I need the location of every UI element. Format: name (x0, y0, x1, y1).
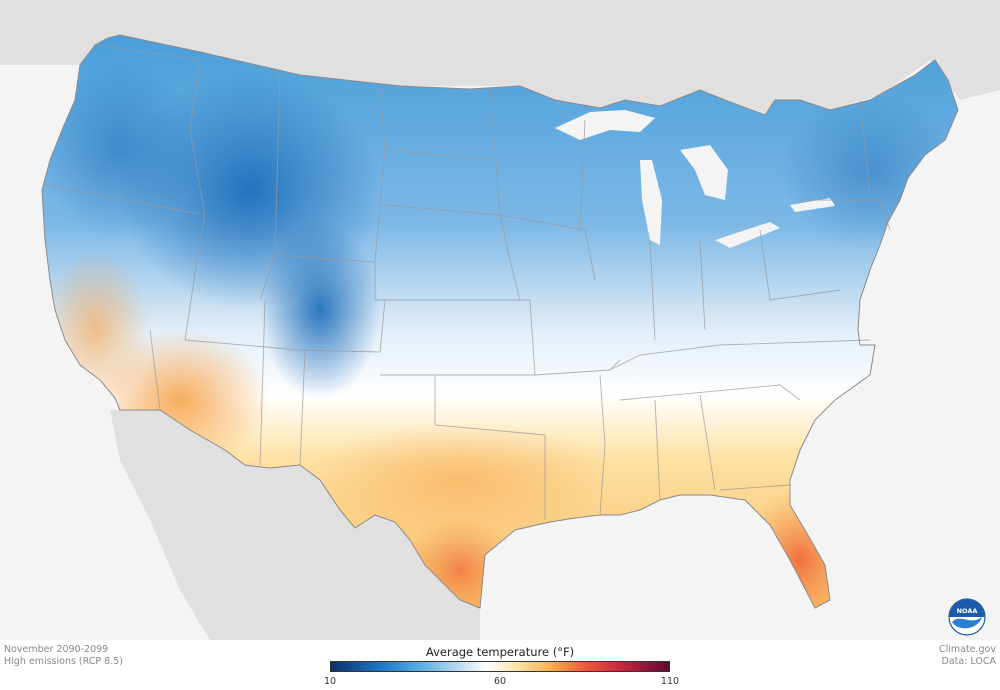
california-warm-region (42, 250, 150, 410)
baja-peninsula (115, 410, 210, 625)
lake-ontario (790, 198, 835, 212)
colorado-cold-region (260, 220, 380, 400)
temperature-map (0, 0, 1000, 640)
lake-huron (680, 145, 728, 200)
period-label: November 2090-2099 (4, 644, 109, 655)
legend-tick-label: 10 (323, 676, 337, 687)
legend-tick-label: 60 (493, 676, 507, 687)
lake-erie (715, 222, 780, 248)
legend-tick-label: 110 (660, 676, 680, 687)
lake-michigan (640, 160, 662, 245)
cascades-cold-region (42, 60, 200, 240)
data-source-label: Data: LOCA (941, 656, 996, 667)
noaa-logo-text: NOAA (957, 607, 978, 615)
map-area: NOAA (0, 0, 1000, 640)
florida-hot-region (740, 490, 860, 608)
northeast-cold-region (780, 90, 958, 250)
legend-title: Average temperature (°F) (425, 645, 575, 659)
legend-colorbar (330, 661, 670, 672)
mexico-landmass (110, 410, 480, 640)
credit-label: Climate.gov (938, 644, 996, 655)
texas-warm-region (310, 420, 610, 540)
canada-landmass (0, 0, 1000, 115)
lake-superior (555, 110, 655, 140)
state-boundaries (44, 44, 891, 520)
noaa-logo: NOAA (948, 598, 986, 636)
scenario-label: High emissions (RCP 8.5) (4, 656, 123, 667)
footer: November 2090-2099 High emissions (RCP 8… (0, 640, 1000, 690)
